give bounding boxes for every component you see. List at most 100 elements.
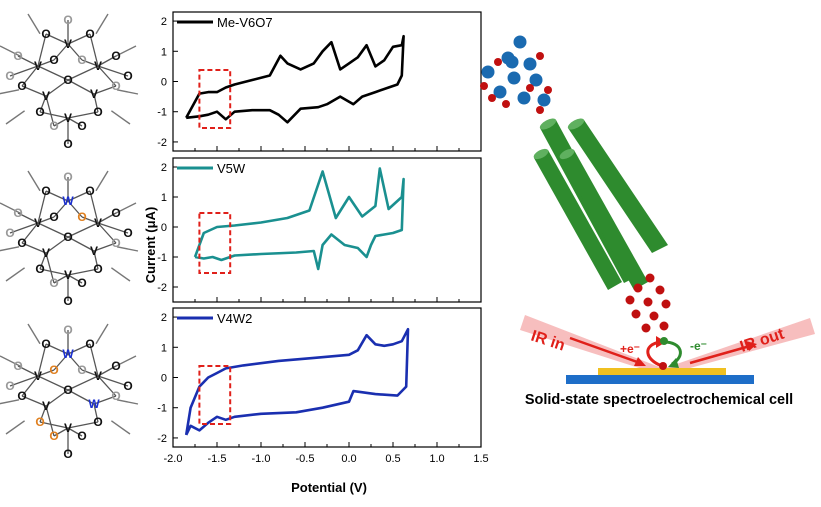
- bond: [45, 190, 69, 202]
- ir-out-arrow: [689, 344, 751, 365]
- oxygen-atom: O: [5, 226, 14, 240]
- bond: [67, 190, 91, 202]
- electrode-bar: [566, 375, 754, 384]
- bond: [81, 369, 99, 377]
- y-tick-label: 2: [161, 312, 167, 324]
- red-particle: [633, 283, 643, 293]
- bond: [27, 170, 41, 192]
- x-tick-label: 1.0: [429, 453, 444, 465]
- vanadium-atom: V: [42, 246, 50, 260]
- bond: [97, 375, 117, 397]
- oxygen-atom: O: [63, 73, 72, 87]
- electron-loss-label: -e⁻: [690, 339, 707, 353]
- x-tick-label: 0.5: [385, 453, 400, 465]
- oxygen-atom: O: [63, 230, 72, 244]
- oxygen-atom: O: [77, 119, 86, 133]
- bond: [67, 33, 91, 45]
- bond: [67, 236, 95, 252]
- bond: [97, 365, 117, 377]
- y-tick-label: 1: [161, 46, 167, 58]
- blue-particle: [523, 57, 537, 71]
- oxygen-atom: O: [111, 236, 120, 250]
- y-tick-label: -2: [157, 433, 167, 445]
- bond: [53, 353, 69, 371]
- bond: [21, 395, 47, 407]
- molecule-dot-red: [659, 362, 667, 370]
- bond: [97, 65, 117, 87]
- x-tick-label: 1.5: [473, 453, 488, 465]
- bond: [45, 405, 55, 437]
- bond: [93, 403, 99, 423]
- bond: [67, 43, 83, 61]
- vanadium-atom: V: [34, 59, 42, 73]
- oxygen-atom: O: [41, 27, 50, 41]
- bond: [53, 200, 69, 218]
- bond: [45, 33, 69, 45]
- highlight-box: [198, 69, 232, 129]
- oxygen-atom: O: [93, 262, 102, 276]
- red-particle: [488, 94, 496, 102]
- bond: [116, 246, 139, 252]
- bond: [116, 399, 139, 405]
- bond: [89, 33, 99, 67]
- bond: [0, 355, 21, 367]
- bond: [95, 323, 109, 345]
- ir-in-arrow: [569, 336, 641, 365]
- oxygen-atom: O: [13, 49, 22, 63]
- bond: [5, 267, 26, 282]
- y-axis-label: Current (μA): [143, 207, 158, 284]
- y-tick-label: 2: [161, 162, 167, 174]
- bond: [67, 375, 99, 391]
- oxidation-arrowhead: [668, 358, 679, 368]
- bond: [39, 111, 69, 119]
- bond: [97, 375, 129, 387]
- oxygen-atom: O: [93, 105, 102, 119]
- vanadium-atom: V: [34, 369, 42, 383]
- bond: [37, 375, 69, 391]
- bond: [37, 216, 55, 224]
- red-particle: [494, 58, 502, 66]
- blue-particle: [517, 91, 531, 105]
- blue-particle: [537, 93, 551, 107]
- plot-frame: [172, 157, 482, 303]
- cv-panel-2: 2 1 0 -1 -2 V5W: [157, 157, 482, 303]
- blue-particle: [513, 35, 527, 49]
- bond: [95, 170, 109, 192]
- bond: [97, 65, 129, 77]
- bond: [93, 250, 99, 270]
- bond: [9, 65, 39, 77]
- oxygen-atom: O: [13, 359, 22, 373]
- bond: [110, 420, 131, 435]
- bond: [45, 343, 69, 355]
- y-tick-label: -1: [157, 107, 167, 119]
- cv-curve: [185, 34, 405, 124]
- oxygen-atom: O: [35, 262, 44, 276]
- oxygen-atom: O: [63, 323, 72, 337]
- red-particle: [641, 323, 651, 333]
- legend-label: V5W: [217, 161, 246, 176]
- bond: [97, 222, 117, 244]
- blue-particle: [507, 71, 521, 85]
- bond: [115, 202, 137, 214]
- legend-label: Me-V6O7: [217, 15, 273, 30]
- molecule-2: OO OO OO OOO OO OO OOO OWV VV VV: [0, 170, 139, 308]
- bond: [97, 222, 129, 234]
- oxygen-atom: O: [63, 447, 72, 461]
- bond: [67, 117, 83, 127]
- oxygen-atom: O: [49, 363, 58, 377]
- vanadium-atom: V: [42, 399, 50, 413]
- oxygen-atom: O: [85, 337, 94, 351]
- oxygen-atom: O: [63, 383, 72, 397]
- red-particle: [655, 285, 665, 295]
- red-particle: [502, 100, 510, 108]
- cv-curve: [193, 167, 405, 271]
- oxygen-atom: O: [41, 337, 50, 351]
- bond: [53, 274, 69, 284]
- vanadium-atom: V: [94, 369, 102, 383]
- bond: [0, 45, 21, 57]
- bond: [21, 85, 47, 97]
- ir-out-arrowhead: [746, 341, 757, 351]
- bond: [67, 343, 91, 355]
- bond: [93, 85, 117, 95]
